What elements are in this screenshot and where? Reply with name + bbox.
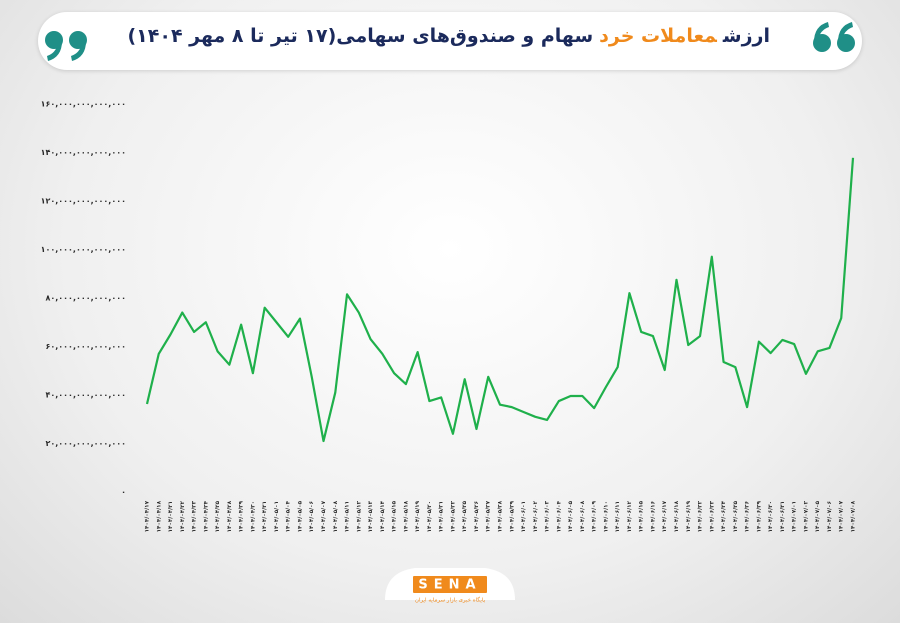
x-tick-label: ۱۴۰۴/۰۵/۰۱	[274, 501, 280, 532]
x-tick-label: ۱۴۰۴/۰۶/۱۷	[662, 500, 668, 532]
x-tick-label: ۱۴۰۴/۰۷/۰۱	[792, 501, 798, 532]
y-tick-label: ۰	[121, 488, 126, 497]
x-tick-label: ۱۴۰۴/۰۵/۱۳	[368, 500, 374, 532]
x-tick-label: ۱۴۰۴/۰۶/۲۳	[709, 500, 715, 532]
y-tick-label: ۶۰,۰۰۰,۰۰۰,۰۰۰,۰۰۰	[45, 342, 126, 351]
title-part: ارزش	[722, 25, 770, 47]
x-tick-label: ۱۴۰۴/۰۵/۰۶	[309, 501, 315, 532]
title-part: سهام و صندوق‌های سهامی(۱۷ تیر تا ۸ مهر ۱…	[127, 25, 594, 47]
x-tick-label: ۱۴۰۴/۰۵/۲۶	[474, 501, 480, 532]
x-tick-label: ۱۴۰۴/۰۶/۱۵	[639, 500, 645, 532]
x-tick-label: ۱۴۰۴/۰۵/۰۷	[321, 500, 327, 532]
y-tick-label: ۲۰,۰۰۰,۰۰۰,۰۰۰,۰۰۰	[45, 439, 126, 448]
x-tick-label: ۱۴۰۴/۰۶/۰۳	[545, 500, 551, 532]
x-tick-label: ۱۴۰۴/۰۵/۱۴	[380, 500, 386, 532]
x-tick-label: ۱۴۰۴/۰۶/۱۹	[686, 500, 692, 532]
x-tick-label: ۱۴۰۴/۰۵/۰۵	[297, 500, 303, 532]
x-tick-label: ۱۴۰۴/۰۷/۰۷	[839, 500, 845, 532]
x-tick-label: ۱۴۰۴/۰۴/۲۸	[227, 500, 233, 532]
x-tick-label: ۱۴۰۴/۰۶/۱۸	[674, 500, 680, 532]
y-tick-label: ۱۲۰,۰۰۰,۰۰۰,۰۰۰,۰۰۰	[41, 197, 126, 206]
x-tick-label: ۱۴۰۴/۰۴/۱۸	[156, 500, 162, 532]
y-tick-label: ۱۰۰,۰۰۰,۰۰۰,۰۰۰,۰۰۰	[41, 245, 126, 254]
x-tick-label: ۱۴۰۴/۰۵/۲۸	[498, 500, 504, 532]
x-tick-label: ۱۴۰۴/۰۴/۲۳	[192, 500, 198, 532]
x-tick-label: ۱۴۰۴/۰۴/۲۲	[180, 500, 186, 532]
x-tick-label: ۱۴۰۴/۰۵/۱۸	[403, 500, 409, 532]
y-tick-label: ۱۴۰,۰۰۰,۰۰۰,۰۰۰,۰۰۰	[41, 148, 126, 157]
x-tick-label: ۱۴۰۴/۰۶/۲۲	[698, 500, 704, 532]
x-tick-label: ۱۴۰۴/۰۵/۰۸	[333, 500, 339, 532]
x-tick-label: ۱۴۰۴/۰۵/۰۴	[286, 500, 292, 532]
x-tick-label: ۱۴۰۴/۰۶/۰۸	[580, 500, 586, 532]
x-tick-label: ۱۴۰۴/۰۷/۰۶	[827, 501, 833, 532]
x-tick-label: ۱۴۰۴/۰۶/۳۰	[768, 501, 774, 532]
x-tick-label: ۱۴۰۴/۰۴/۱۷	[145, 500, 151, 532]
logo-tagline: پایگاه خبری بازار سرمایه ایران	[415, 597, 486, 604]
x-tick-label: ۱۴۰۴/۰۶/۰۱	[521, 501, 527, 532]
title-bar: ارزشمعاملات خردسهام و صندوق‌های سهامی(۱۷…	[38, 12, 862, 70]
x-tick-label: ۱۴۰۴/۰۵/۱۹	[415, 500, 421, 532]
x-tick-label: ۱۴۰۴/۰۴/۲۴	[203, 500, 209, 532]
x-tick-label: ۱۴۰۴/۰۶/۰۴	[556, 500, 562, 532]
x-tick-label: ۱۴۰۴/۰۶/۱۱	[615, 501, 621, 532]
x-tick-label: ۱۴۰۴/۰۵/۱۲	[356, 500, 362, 532]
x-tick-label: ۱۴۰۴/۰۶/۲۴	[721, 500, 727, 532]
x-tick-label: ۱۴۰۴/۰۵/۲۲	[450, 500, 456, 532]
data-line	[145, 157, 855, 443]
x-tick-label: ۱۴۰۴/۰۴/۲۵	[215, 500, 221, 532]
x-tick-label: ۱۴۰۴/۰۵/۲۱	[439, 501, 445, 532]
x-tick-label: ۱۴۰۴/۰۵/۲۹	[509, 500, 515, 532]
x-tick-label: ۱۴۰۴/۰۶/۱۰	[603, 501, 609, 532]
x-tick-label: ۱۴۰۴/۰۶/۲۹	[756, 500, 762, 532]
x-tick-label: ۱۴۰۴/۰۴/۲۱	[168, 501, 174, 532]
x-tick-label: ۱۴۰۴/۰۶/۰۲	[533, 500, 539, 532]
x-tick-label: ۱۴۰۴/۰۶/۰۹	[592, 500, 598, 532]
x-tick-label: ۱۴۰۴/۰۶/۲۶	[745, 501, 751, 532]
x-tick-label: ۱۴۰۴/۰۷/۰۸	[851, 500, 857, 532]
chart-title: ارزشمعاملات خردسهام و صندوق‌های سهامی(۱۷…	[127, 25, 770, 47]
x-tick-label: ۱۴۰۴/۰۵/۱۵	[392, 500, 398, 532]
x-tick-label: ۱۴۰۴/۰۶/۱۶	[650, 501, 656, 532]
y-tick-label: ۸۰,۰۰۰,۰۰۰,۰۰۰,۰۰۰	[45, 294, 126, 303]
y-tick-label: ۱۶۰,۰۰۰,۰۰۰,۰۰۰,۰۰۰	[41, 100, 126, 109]
title-part: معاملات خرد	[599, 25, 717, 47]
x-tick-label: ۱۴۰۴/۰۶/۲۵	[733, 500, 739, 532]
logo-name: SENA	[418, 578, 481, 593]
x-tick-label: ۱۴۰۴/۰۶/۱۲	[627, 500, 633, 532]
x-tick-label: ۱۴۰۴/۰۵/۲۷	[486, 500, 492, 532]
x-tick-label: ۱۴۰۴/۰۴/۳۱	[262, 501, 268, 532]
x-tick-label: ۱۴۰۴/۰۵/۱۱	[345, 501, 351, 532]
x-tick-label: ۱۴۰۴/۰۶/۰۵	[568, 500, 574, 532]
x-tick-label: ۱۴۰۴/۰۶/۳۱	[780, 501, 786, 532]
x-tick-label: ۱۴۰۴/۰۷/۰۵	[815, 500, 821, 532]
x-tick-label: ۱۴۰۴/۰۴/۲۹	[239, 500, 245, 532]
x-tick-label: ۱۴۰۴/۰۴/۳۰	[250, 501, 256, 532]
y-tick-label: ۴۰,۰۰۰,۰۰۰,۰۰۰,۰۰۰	[45, 391, 126, 400]
x-tick-label: ۱۴۰۴/۰۵/۲۰	[427, 501, 433, 532]
quote-right	[813, 22, 855, 52]
logo-box	[413, 576, 487, 593]
x-tick-label: ۱۴۰۴/۰۷/۰۲	[803, 500, 809, 532]
x-tick-label: ۱۴۰۴/۰۵/۲۵	[462, 500, 468, 532]
quote-left	[45, 31, 87, 61]
